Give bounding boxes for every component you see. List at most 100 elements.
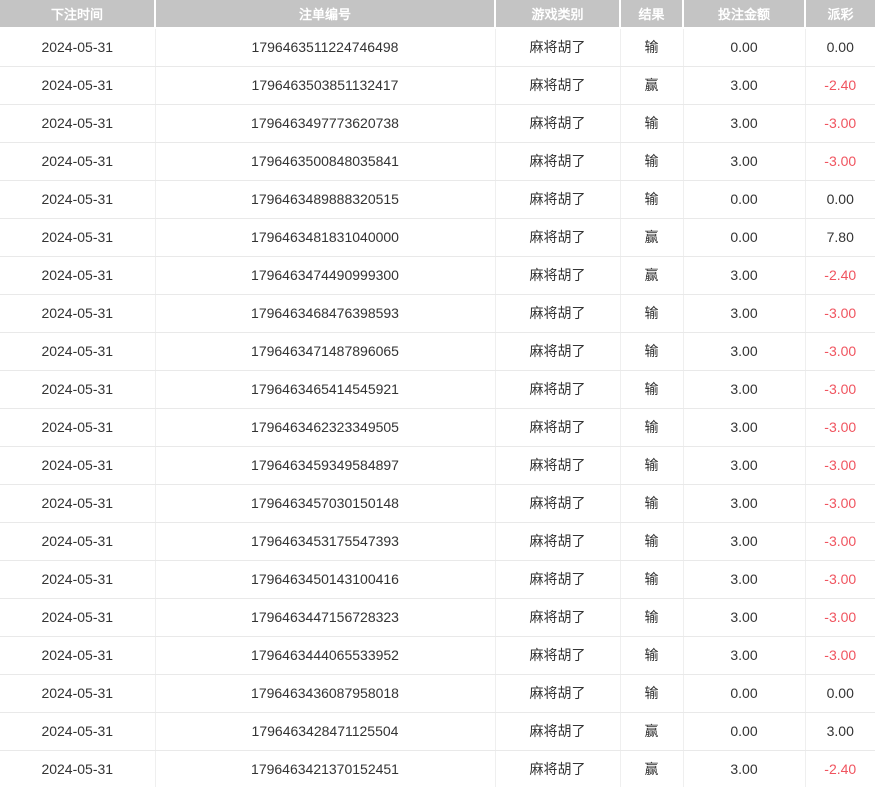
bet-amount-cell: 0.00 bbox=[682, 712, 805, 751]
bet-time-cell: 2024-05-31 bbox=[0, 674, 155, 713]
order-no-cell: 1796463436087958018 bbox=[154, 674, 495, 713]
header-row: 下注时间 注单编号 游戏类别 结果 投注金额 派彩 bbox=[0, 0, 875, 29]
payout-cell: -3.00 bbox=[804, 598, 875, 637]
table-row: 2024-05-31 1796463471487896065 麻将胡了输 3.00 -3… bbox=[0, 332, 875, 371]
result-cell: 输 bbox=[619, 408, 683, 447]
game-type-cell: 麻将胡了 bbox=[494, 142, 620, 181]
table-row: 2024-05-31 1796463450143100416 麻将胡了输 3.00 -3… bbox=[0, 560, 875, 599]
result-cell: 输 bbox=[619, 332, 683, 371]
result-cell: 赢 bbox=[619, 218, 683, 257]
bet-amount-cell: 3.00 bbox=[682, 598, 805, 637]
table-row: 2024-05-31 1796463481831040000 麻将胡了赢 0.00 7.… bbox=[0, 218, 875, 257]
bet-time-cell: 2024-05-31 bbox=[0, 598, 155, 637]
result-cell: 输 bbox=[619, 598, 683, 637]
order-no-cell: 1796463450143100416 bbox=[154, 560, 495, 599]
table-row: 2024-05-31 1796463465414545921 麻将胡了输 3.00 -3… bbox=[0, 370, 875, 409]
order-no-cell: 1796463481831040000 bbox=[154, 218, 495, 257]
bet-amount-cell: 3.00 bbox=[682, 446, 805, 485]
bet-amount-cell: 3.00 bbox=[682, 370, 805, 409]
payout-cell: 3.00 bbox=[804, 712, 875, 751]
bet-time-cell: 2024-05-31 bbox=[0, 332, 155, 371]
result-cell: 赢 bbox=[619, 712, 683, 751]
order-no-cell: 1796463500848035841 bbox=[154, 142, 495, 181]
header-game-type: 游戏类别 bbox=[494, 0, 620, 29]
game-type-cell: 麻将胡了 bbox=[494, 598, 620, 637]
payout-cell: -3.00 bbox=[804, 636, 875, 675]
payout-cell: -3.00 bbox=[804, 446, 875, 485]
payout-cell: -3.00 bbox=[804, 332, 875, 371]
game-type-cell: 麻将胡了 bbox=[494, 28, 620, 67]
bet-amount-cell: 3.00 bbox=[682, 560, 805, 599]
bet-amount-cell: 0.00 bbox=[682, 180, 805, 219]
payout-cell: -3.00 bbox=[804, 522, 875, 561]
game-type-cell: 麻将胡了 bbox=[494, 294, 620, 333]
bet-time-cell: 2024-05-31 bbox=[0, 446, 155, 485]
game-type-cell: 麻将胡了 bbox=[494, 674, 620, 713]
table-row: 2024-05-31 1796463447156728323 麻将胡了输 3.00 -3… bbox=[0, 598, 875, 637]
bet-amount-cell: 0.00 bbox=[682, 218, 805, 257]
order-no-cell: 1796463503851132417 bbox=[154, 66, 495, 105]
result-cell: 输 bbox=[619, 104, 683, 143]
payout-cell: 0.00 bbox=[804, 28, 875, 67]
game-type-cell: 麻将胡了 bbox=[494, 750, 620, 787]
bet-time-cell: 2024-05-31 bbox=[0, 712, 155, 751]
payout-cell: 0.00 bbox=[804, 674, 875, 713]
order-no-cell: 1796463453175547393 bbox=[154, 522, 495, 561]
bet-amount-cell: 3.00 bbox=[682, 142, 805, 181]
order-no-cell: 1796463444065533952 bbox=[154, 636, 495, 675]
order-no-cell: 1796463428471125504 bbox=[154, 712, 495, 751]
result-cell: 输 bbox=[619, 142, 683, 181]
game-type-cell: 麻将胡了 bbox=[494, 332, 620, 371]
bet-time-cell: 2024-05-31 bbox=[0, 750, 155, 787]
order-no-cell: 1796463447156728323 bbox=[154, 598, 495, 637]
result-cell: 输 bbox=[619, 180, 683, 219]
table-row: 2024-05-31 1796463497773620738 麻将胡了输 3.00 -3… bbox=[0, 104, 875, 143]
bet-time-cell: 2024-05-31 bbox=[0, 180, 155, 219]
result-cell: 输 bbox=[619, 28, 683, 67]
bet-amount-cell: 0.00 bbox=[682, 674, 805, 713]
bet-amount-cell: 3.00 bbox=[682, 636, 805, 675]
bet-time-cell: 2024-05-31 bbox=[0, 256, 155, 295]
bet-time-cell: 2024-05-31 bbox=[0, 522, 155, 561]
table-row: 2024-05-31 1796463462323349505 麻将胡了输 3.00 -3… bbox=[0, 408, 875, 447]
game-type-cell: 麻将胡了 bbox=[494, 370, 620, 409]
header-payout: 派彩 bbox=[804, 0, 875, 29]
table-row: 2024-05-31 1796463489888320515 麻将胡了输 0.00 0.… bbox=[0, 180, 875, 219]
table-row: 2024-05-31 1796463421370152451 麻将胡了赢 3.00 -2… bbox=[0, 750, 875, 787]
bet-time-cell: 2024-05-31 bbox=[0, 560, 155, 599]
order-no-cell: 1796463421370152451 bbox=[154, 750, 495, 787]
payout-cell: -3.00 bbox=[804, 294, 875, 333]
result-cell: 输 bbox=[619, 522, 683, 561]
game-type-cell: 麻将胡了 bbox=[494, 104, 620, 143]
table-row: 2024-05-31 1796463511224746498 麻将胡了输 0.00 0.… bbox=[0, 28, 875, 67]
bet-amount-cell: 3.00 bbox=[682, 294, 805, 333]
bet-amount-cell: 3.00 bbox=[682, 256, 805, 295]
order-no-cell: 1796463471487896065 bbox=[154, 332, 495, 371]
payout-cell: -3.00 bbox=[804, 560, 875, 599]
bet-time-cell: 2024-05-31 bbox=[0, 104, 155, 143]
order-no-cell: 1796463457030150148 bbox=[154, 484, 495, 523]
payout-cell: 0.00 bbox=[804, 180, 875, 219]
order-no-cell: 1796463459349584897 bbox=[154, 446, 495, 485]
payout-cell: -3.00 bbox=[804, 408, 875, 447]
game-type-cell: 麻将胡了 bbox=[494, 218, 620, 257]
header-bet-amount: 投注金额 bbox=[682, 0, 805, 29]
bet-time-cell: 2024-05-31 bbox=[0, 218, 155, 257]
table-body: 2024-05-31 1796463511224746498 麻将胡了输 0.00 0.… bbox=[0, 28, 875, 787]
bet-amount-cell: 3.00 bbox=[682, 484, 805, 523]
order-no-cell: 1796463474490999300 bbox=[154, 256, 495, 295]
result-cell: 赢 bbox=[619, 750, 683, 787]
game-type-cell: 麻将胡了 bbox=[494, 66, 620, 105]
bet-amount-cell: 3.00 bbox=[682, 332, 805, 371]
order-no-cell: 1796463511224746498 bbox=[154, 28, 495, 67]
game-type-cell: 麻将胡了 bbox=[494, 484, 620, 523]
header-bet-time: 下注时间 bbox=[0, 0, 155, 29]
game-type-cell: 麻将胡了 bbox=[494, 408, 620, 447]
result-cell: 输 bbox=[619, 636, 683, 675]
bet-time-cell: 2024-05-31 bbox=[0, 636, 155, 675]
result-cell: 输 bbox=[619, 484, 683, 523]
payout-cell: -3.00 bbox=[804, 142, 875, 181]
bet-amount-cell: 3.00 bbox=[682, 104, 805, 143]
bet-amount-cell: 3.00 bbox=[682, 522, 805, 561]
